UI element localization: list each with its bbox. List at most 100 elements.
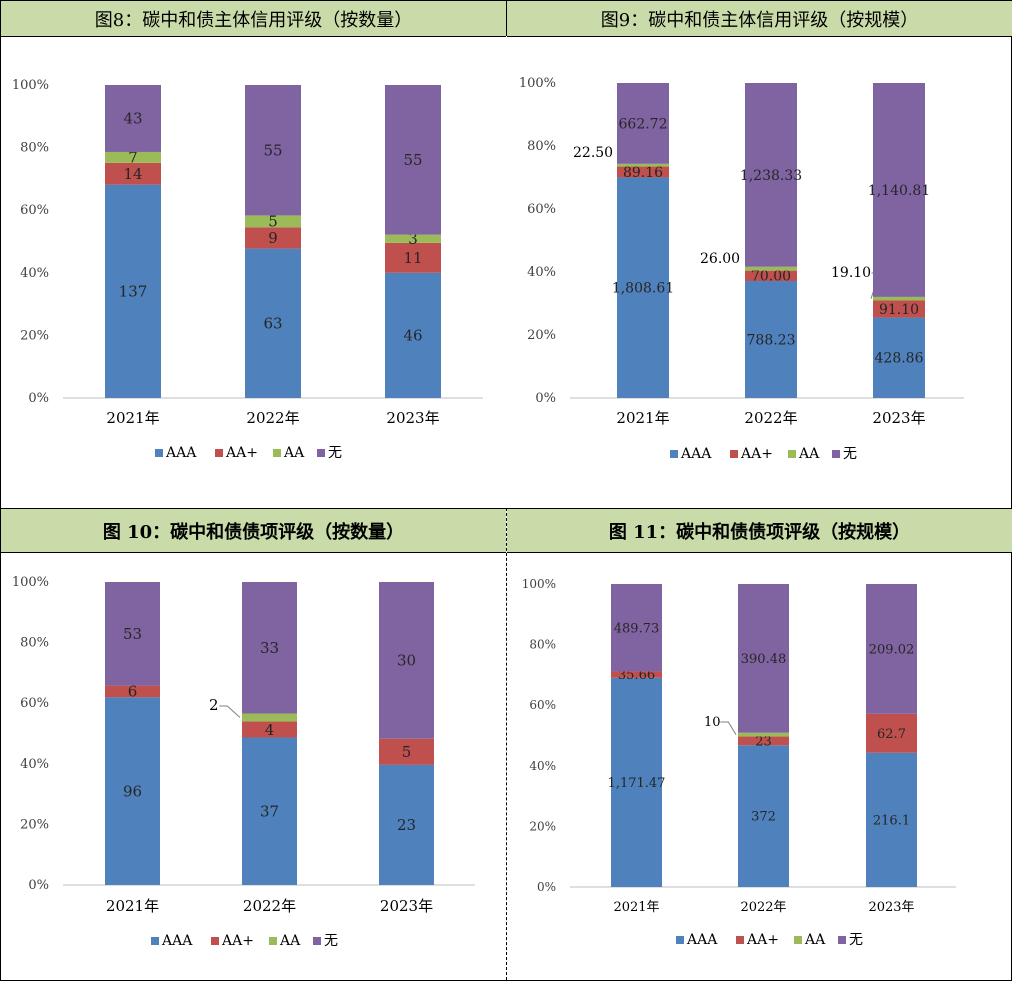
data-label: 26.00 [700,251,740,267]
bar-AA-2022年 [242,713,297,722]
data-label: 10 [704,715,721,730]
legend-swatch [788,450,796,458]
data-label: 5 [402,743,412,761]
y-tick-label: 60% [20,203,49,218]
data-label: 428.86 [875,351,924,367]
bar-AAA-2023年 [873,317,925,398]
legend-swatch [838,936,846,944]
y-tick-label: 100% [519,76,556,91]
data-label: 55 [403,151,422,169]
data-label: 390.48 [741,652,787,667]
bar-AAA-2021年 [105,697,160,885]
data-label: 37 [260,802,279,820]
y-tick-label: 100% [522,577,556,591]
bar-无-2023年 [866,584,917,714]
data-label: 70.00 [751,269,791,285]
bar-无-2022年 [745,83,797,267]
bar-无-2021年 [105,85,161,152]
bar-AA-2021年 [617,163,669,167]
x-tick-label: 2023年 [868,900,914,915]
bar-AA+-2021年 [105,685,160,698]
bar-无-2022年 [242,582,297,714]
legend-label: AA+ [746,932,779,948]
legend-swatch [269,937,277,945]
bar-AAA-2022年 [738,745,789,887]
legend-swatch [730,450,738,458]
bar-AAA-2021年 [617,177,669,398]
y-tick-label: 20% [20,328,49,343]
bar-AAA-2022年 [242,737,297,885]
bar-AA-2022年 [738,732,789,737]
y-tick-label: 20% [527,328,556,343]
bar-AA+-2021年 [617,166,669,178]
bar-AA+-2022年 [738,736,789,746]
legend-label: AA [804,932,826,948]
chart-fig8: 0%20%40%60%80%100%137147432021年639555202… [12,78,483,461]
bar-AAA-2022年 [745,281,797,398]
bar-AA+-2022年 [242,721,297,738]
data-label: 35.66 [618,668,655,683]
data-label: 62.7 [877,727,906,742]
legend-label: AA [798,446,820,462]
legend-swatch [676,936,684,944]
y-tick-label: 60% [20,696,49,711]
legend-swatch [736,936,744,944]
y-tick-label: 40% [529,759,556,773]
bar-AAA-2023年 [379,764,434,885]
bar-AA-2023年 [385,234,441,243]
data-label: 55 [263,141,282,159]
panel-title: 图9：碳中和债主体信用评级（按规模） [507,1,1012,37]
data-label: 53 [123,625,142,643]
y-tick-label: 80% [527,139,556,154]
legend-swatch [670,450,678,458]
y-tick-label: 60% [527,202,556,217]
y-tick-label: 80% [529,638,556,652]
data-label: 1,238.33 [740,168,802,184]
data-label: 63 [263,315,282,333]
legend-label: 无 [843,446,857,462]
data-label: 216.1 [873,813,910,828]
data-label: 6 [128,683,138,701]
bar-AA-2023年 [873,296,925,301]
bar-AAA-2022年 [245,248,301,398]
x-tick-label: 2022年 [243,897,296,915]
y-tick-label: 40% [527,265,556,280]
bar-AA-2022年 [745,266,797,271]
bar-AAA-2021年 [105,184,161,398]
legend-swatch [151,937,159,945]
y-tick-label: 0% [28,391,49,406]
legend-label: AA+ [740,446,773,462]
panel-fig8: 图8：碳中和债主体信用评级（按数量） 0% 20% 40% 60% 80% 100% 137… [1,1,506,508]
legend-label: AAA [161,933,193,949]
bar-AA+-2023年 [866,713,917,753]
bar-无-2022年 [738,584,789,733]
bar-无-2023年 [379,582,434,739]
data-label: 46 [403,327,422,345]
leader-line [720,721,737,735]
x-tick-label: 2023年 [386,409,439,427]
bar-无-2021年 [611,584,662,672]
bar-AA+-2021年 [105,162,161,185]
data-label: 3 [408,230,418,248]
bar-AAA-2021年 [611,677,662,887]
data-label: 96 [123,782,142,800]
x-tick-label: 2021年 [613,900,659,915]
legend-label: 无 [849,932,863,948]
y-tick-label: 0% [535,391,556,406]
x-tick-label: 2023年 [380,897,433,915]
bar-AA+-2022年 [745,270,797,282]
bar-无-2023年 [385,85,441,235]
chart-fig10: 0% 20% 40% 60% 80% 100% 96 6 53 2021年 37 4 2 33 2022年 2… [12,575,475,949]
legend-label: AAA [165,445,197,461]
data-label: 209.02 [869,642,915,657]
bar-AA+-2023年 [385,242,441,273]
data-label: 33 [260,639,279,657]
legend-swatch [832,450,840,458]
bar-AA+-2023年 [379,738,434,765]
column-divider [506,508,507,980]
panel-title: 图8：碳中和债主体信用评级（按数量） [1,1,506,37]
legend-label: AA+ [225,445,258,461]
leader-line [219,705,241,718]
data-label: 1,808.61 [612,281,674,297]
legend-swatch [211,937,219,945]
